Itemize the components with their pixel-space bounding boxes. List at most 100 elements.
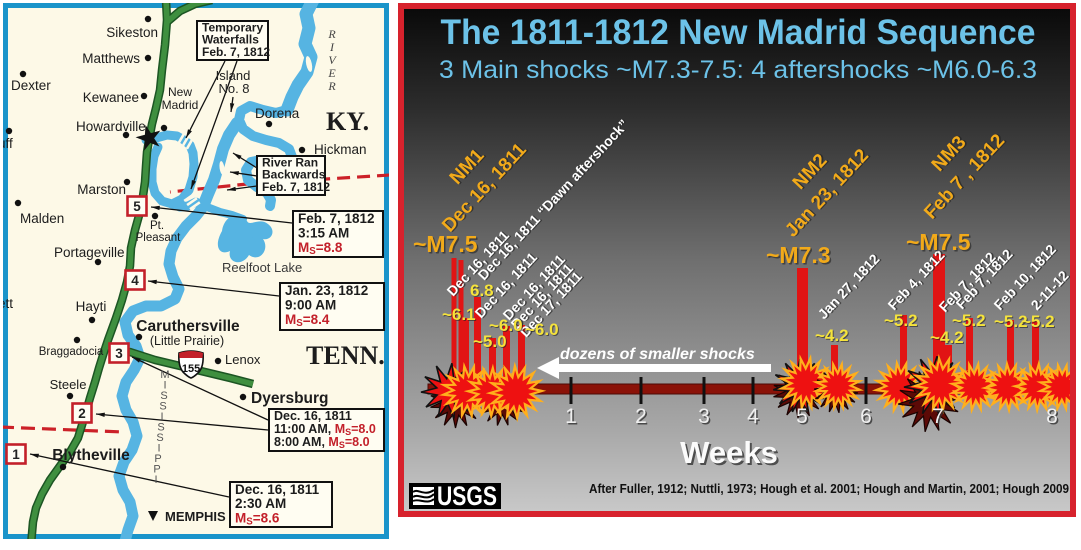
svg-text:V: V: [328, 53, 337, 67]
svg-text:5: 5: [798, 407, 810, 430]
svg-text:~6.0: ~6.0: [525, 320, 559, 339]
svg-text:E: E: [327, 66, 336, 80]
svg-text:2: 2: [78, 406, 86, 421]
svg-text:I: I: [163, 380, 166, 392]
svg-text:~4.2: ~4.2: [931, 329, 965, 348]
svg-text:After Fuller, 1912; Nuttli, 19: After Fuller, 1912; Nuttli, 1973; Hough …: [589, 482, 1069, 496]
svg-text:5: 5: [796, 405, 808, 428]
svg-text:I: I: [157, 443, 160, 455]
svg-text:Reelfoot Lake: Reelfoot Lake: [222, 260, 302, 275]
svg-text:3: 3: [115, 346, 123, 361]
svg-text:6.8: 6.8: [471, 282, 495, 301]
svg-text:3: 3: [700, 407, 712, 430]
svg-text:USGS: USGS: [437, 481, 497, 511]
svg-text:P: P: [153, 464, 160, 476]
svg-text:Jan. 23, 1812: Jan. 23, 1812: [285, 283, 368, 298]
svg-text:S: S: [159, 401, 166, 413]
svg-text:~6.0: ~6.0: [489, 316, 523, 335]
svg-text:Dyersburg: Dyersburg: [251, 390, 329, 407]
svg-text:Howardville: Howardville: [76, 119, 146, 134]
svg-text:Matthews: Matthews: [82, 51, 140, 66]
svg-text:1: 1: [12, 447, 20, 462]
svg-text:New: New: [168, 85, 192, 99]
svg-text:TENN.: TENN.: [306, 341, 385, 370]
svg-text:Backwards: Backwards: [262, 168, 326, 182]
svg-text:3 Main shocks ~M7.3-7.5: 4 aft: 3 Main shocks ~M7.3-7.5: 4 aftershocks ~…: [439, 56, 1037, 84]
svg-text:Lenox: Lenox: [225, 352, 261, 367]
svg-text:~4.2: ~4.2: [815, 326, 849, 345]
svg-text:I: I: [154, 474, 157, 486]
svg-text:Braggadocia: Braggadocia: [39, 346, 104, 358]
svg-text:MS=8.6: MS=8.6: [235, 510, 280, 527]
svg-text:7: 7: [934, 407, 946, 430]
svg-text:Portageville: Portageville: [54, 245, 125, 260]
svg-text:2: 2: [637, 407, 649, 430]
svg-text:Feb. 7, 1812: Feb. 7, 1812: [298, 211, 375, 226]
svg-text:No. 8: No. 8: [218, 81, 249, 96]
svg-text:~5.2: ~5.2: [1022, 313, 1056, 332]
svg-text:KY.: KY.: [326, 107, 369, 136]
svg-text:Waterfalls: Waterfalls: [202, 33, 259, 47]
svg-text:6.8: 6.8: [470, 281, 494, 300]
svg-text:Feb. 7, 1812: Feb. 7, 1812: [262, 180, 330, 194]
svg-text:~4.2: ~4.2: [816, 327, 850, 346]
svg-text:8:00 AM, MS=8.0: 8:00 AM, MS=8.0: [274, 435, 370, 450]
svg-text:S: S: [160, 390, 167, 402]
svg-text:~5.2: ~5.2: [884, 311, 918, 330]
svg-text:ett: ett: [0, 296, 13, 311]
svg-text:Kewanee: Kewanee: [83, 90, 139, 105]
svg-text:I: I: [329, 40, 335, 54]
svg-text:~6.0: ~6.0: [526, 321, 560, 340]
svg-text:155: 155: [182, 363, 200, 375]
svg-text:~M7.5: ~M7.5: [908, 231, 973, 257]
svg-text:Dexter: Dexter: [11, 78, 51, 93]
svg-text:~5.0: ~5.0: [474, 333, 508, 352]
svg-text:6: 6: [862, 407, 874, 430]
svg-text:~4.2: ~4.2: [930, 328, 964, 347]
svg-text:dozens of smaller shocks: dozens of smaller shocks: [560, 346, 755, 363]
svg-text:~M7.5: ~M7.5: [415, 233, 480, 259]
svg-text:~M7.5: ~M7.5: [413, 231, 478, 257]
svg-text:Malden: Malden: [20, 211, 64, 226]
svg-text:Pt.: Pt.: [150, 220, 164, 232]
svg-text:~6.0: ~6.0: [490, 317, 524, 336]
svg-text:3: 3: [698, 405, 710, 428]
svg-text:9:00 AM: 9:00 AM: [285, 297, 336, 312]
svg-text:~5.2: ~5.2: [952, 311, 986, 330]
svg-text:~6.1: ~6.1: [443, 306, 477, 325]
svg-text:~5.2: ~5.2: [995, 313, 1029, 332]
svg-text:Feb. 7, 1812: Feb. 7, 1812: [202, 45, 270, 59]
svg-text:4: 4: [749, 407, 761, 430]
svg-text:~5.2: ~5.2: [1021, 312, 1055, 331]
svg-text:M: M: [160, 369, 169, 381]
svg-text:I: I: [160, 411, 163, 423]
svg-text:1: 1: [567, 407, 579, 430]
svg-text:8: 8: [1048, 407, 1060, 430]
svg-text:Marston: Marston: [77, 182, 126, 197]
svg-text:Hayti: Hayti: [76, 299, 107, 314]
svg-text:S: S: [156, 432, 163, 444]
svg-text:Sikeston: Sikeston: [106, 25, 158, 40]
svg-text:Weeks: Weeks: [682, 437, 780, 472]
svg-text:uff: uff: [0, 136, 13, 151]
svg-text:2: 2: [635, 405, 647, 428]
svg-text:~5.0: ~5.0: [473, 332, 507, 351]
svg-text:Pleasant: Pleasant: [136, 232, 182, 244]
svg-text:~6.1: ~6.1: [442, 305, 476, 324]
svg-text:2:30 AM: 2:30 AM: [235, 496, 286, 511]
svg-text:Weeks: Weeks: [680, 435, 778, 470]
svg-text:Temporary: Temporary: [202, 21, 263, 35]
svg-text:Steele: Steele: [50, 377, 87, 392]
svg-text:Caruthersville: Caruthersville: [136, 318, 240, 335]
svg-text:8: 8: [1046, 405, 1058, 428]
svg-text:Blytheville: Blytheville: [52, 447, 130, 464]
svg-text:4: 4: [131, 273, 139, 288]
svg-text:Island: Island: [216, 68, 251, 83]
svg-text:~M7.5: ~M7.5: [906, 229, 971, 255]
svg-text:R: R: [327, 79, 336, 93]
svg-text:Hickman: Hickman: [314, 142, 367, 157]
svg-text:6: 6: [860, 405, 872, 428]
svg-text:~5.2: ~5.2: [994, 312, 1028, 331]
svg-text:MEMPHIS: MEMPHIS: [165, 509, 226, 524]
svg-text:5: 5: [133, 199, 141, 214]
